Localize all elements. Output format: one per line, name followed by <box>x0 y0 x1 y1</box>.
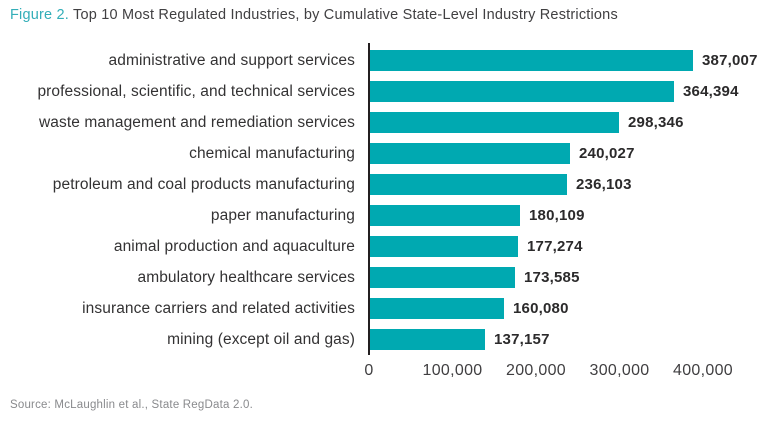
x-axis-tick-labels: 0 100,000 200,000 300,000 400,000 <box>0 362 768 384</box>
category-label: chemical manufacturing <box>189 144 355 162</box>
value-label: 364,394 <box>683 83 739 100</box>
bar <box>370 329 485 350</box>
bar <box>370 236 518 257</box>
bar-row: petroleum and coal products manufacturin… <box>0 169 768 200</box>
x-tick-label: 300,000 <box>589 362 650 379</box>
figure-title: Figure 2. Top 10 Most Regulated Industri… <box>10 7 618 23</box>
category-label: administrative and support services <box>108 51 355 69</box>
category-label: paper manufacturing <box>210 206 355 224</box>
bar-row: ambulatory healthcare services 173,585 <box>0 262 768 293</box>
figure-number-label: Figure 2. <box>10 7 70 23</box>
x-tick-label: 100,000 <box>422 362 483 379</box>
bar <box>370 298 504 319</box>
value-label: 236,103 <box>576 176 632 193</box>
bar-track: 173,585 <box>370 262 768 293</box>
value-label: 387,007 <box>702 52 758 69</box>
bar-track: 298,346 <box>370 107 768 138</box>
category-label: waste management and remediation service… <box>39 113 355 131</box>
bar-track: 364,394 <box>370 76 768 107</box>
bar-track: 177,274 <box>370 231 768 262</box>
bar <box>370 267 515 288</box>
value-label: 137,157 <box>494 331 550 348</box>
value-label: 298,346 <box>628 114 684 131</box>
bar <box>370 174 567 195</box>
y-axis-line <box>368 43 370 355</box>
x-tick-label: 400,000 <box>673 362 733 379</box>
bar-track: 160,080 <box>370 293 768 324</box>
value-label: 177,274 <box>527 238 583 255</box>
bar-row: mining (except oil and gas) 137,157 <box>0 324 768 355</box>
value-label: 180,109 <box>529 207 585 224</box>
figure-title-text: Top 10 Most Regulated Industries, by Cum… <box>69 7 618 23</box>
bar-track: 180,109 <box>370 200 768 231</box>
value-label: 240,027 <box>579 145 635 162</box>
bar-track: 387,007 <box>370 45 768 76</box>
bar-track: 236,103 <box>370 169 768 200</box>
bar-row: animal production and aquaculture 177,274 <box>0 231 768 262</box>
source-note: Source: McLaughlin et al., State RegData… <box>10 399 253 411</box>
bar-track: 137,157 <box>370 324 768 355</box>
bar-row: chemical manufacturing 240,027 <box>0 138 768 169</box>
bar <box>370 143 570 164</box>
x-tick-label: 200,000 <box>506 362 566 379</box>
bar <box>370 112 619 133</box>
bar-track: 240,027 <box>370 138 768 169</box>
bar-row: paper manufacturing 180,109 <box>0 200 768 231</box>
bar <box>370 81 674 102</box>
x-tick-label: 0 <box>364 362 374 379</box>
category-label: insurance carriers and related activitie… <box>82 299 355 317</box>
bar-row: administrative and support services 387,0… <box>0 45 768 76</box>
value-label: 173,585 <box>524 269 580 286</box>
bar-row: insurance carriers and related activitie… <box>0 293 768 324</box>
bar-row: professional, scientific, and technical … <box>0 76 768 107</box>
bar <box>370 205 520 226</box>
value-label: 160,080 <box>513 300 569 317</box>
category-label: petroleum and coal products manufacturin… <box>52 175 355 193</box>
bar <box>370 50 693 71</box>
bar-row: waste management and remediation service… <box>0 107 768 138</box>
category-label: animal production and aquaculture <box>113 237 355 255</box>
bar-chart-plot-area: administrative and support services 387,0… <box>0 43 768 355</box>
category-label: mining (except oil and gas) <box>167 330 355 348</box>
category-label: professional, scientific, and technical … <box>37 82 355 100</box>
category-label: ambulatory healthcare services <box>137 268 355 286</box>
